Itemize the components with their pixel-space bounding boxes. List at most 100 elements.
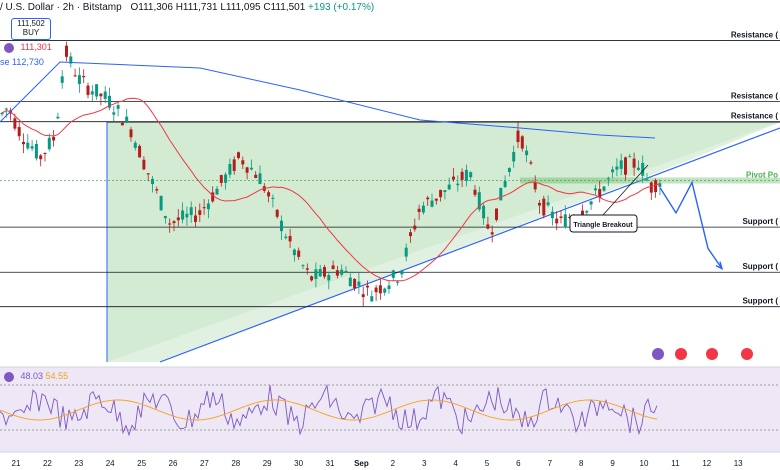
projection-path [659,180,723,270]
candle-body [34,143,38,159]
candle-body [353,278,357,289]
candle-body [387,285,391,290]
rsi-ma-line [0,399,658,421]
candle-body [224,174,228,183]
x-tick-label: 11 [671,459,680,468]
symbol-title: / U.S. Dollar · 2h · Bitstamp [0,2,122,13]
x-tick-label: 8 [579,459,584,468]
candle-body [168,223,172,225]
buy-price: 111,502 [17,19,45,28]
candle-body [47,137,51,150]
candle-body [151,178,154,184]
candle-body [198,210,202,215]
candle-body [176,217,180,221]
candle-body [404,247,408,257]
candle-body [366,285,369,288]
candle-body [469,172,473,178]
candle-body [90,91,94,95]
ascending-trendline [159,127,780,363]
indicator-row-ma1[interactable]: 111,301 [4,42,52,53]
candle-body [348,277,352,287]
candle-body [611,169,615,173]
x-tick-label: 23 [74,459,83,468]
candle-body [413,225,417,230]
triangle-zone [107,122,780,362]
level-label: Resistance ( [731,31,778,40]
level-label: Support ( [742,217,778,226]
us-flag-icon[interactable] [706,348,718,360]
candle-body [181,210,185,220]
candle-body [297,250,301,257]
candle-body [533,182,537,190]
candle-body [271,197,275,199]
candle-body [26,142,30,149]
candle-body [258,173,262,185]
candle-body [301,265,305,267]
candle-body [340,269,344,275]
candle-body [482,205,486,219]
rsi-value: 48.03 [20,371,44,381]
ma1-value: 111,301 [20,42,52,52]
candle-body [146,173,150,175]
candle-body [310,276,314,281]
x-tick-label: Sep [354,459,369,468]
candle-body [155,189,159,191]
x-tick-label: 30 [294,459,303,468]
candle-body [219,175,223,183]
indicator-row-ma2[interactable]: se 112,730 [0,57,44,67]
candle-body [490,232,494,235]
candle-body [206,203,210,210]
candle-body [280,220,283,232]
candle-body [13,118,17,129]
candle-body [477,192,481,210]
x-tick-label: 12 [702,459,711,468]
candle-body [129,129,133,138]
candle-body [202,207,206,209]
us-flag-icon[interactable] [741,348,753,360]
candle-body [172,221,176,224]
buy-button[interactable]: 111,502 BUY [11,18,51,40]
candle-body [473,189,477,195]
candle-body [430,200,434,207]
candle-body [69,56,73,64]
price-change: +193 (+0.17%) [308,2,375,13]
us-flag-icon[interactable] [675,348,687,360]
level-label: Support ( [742,262,778,271]
candle-body [546,202,550,206]
event-icon[interactable] [652,348,664,360]
ma-blue-line [0,61,656,139]
candle-body [460,171,464,180]
annotation-box [569,214,638,233]
candle-body [628,156,632,158]
candle-body [267,192,271,197]
candle-body [133,142,137,148]
candle-body [56,116,60,119]
candle-body [409,232,412,237]
x-tick-label: 9 [610,459,615,468]
candle-body [550,211,554,219]
candle-body [22,141,25,145]
x-tick-label: 5 [485,459,490,468]
candle-body [456,183,460,186]
candle-body [292,249,296,256]
candle-body [211,192,215,202]
candle-body [232,159,236,171]
candle-body [318,268,322,277]
candle-body [589,201,593,205]
candle-body [228,163,232,175]
candle-body [4,108,8,110]
candle-body [615,166,619,170]
ma2-value: se 112,730 [0,57,44,67]
candle-body [77,75,81,84]
candle-body [636,167,640,170]
x-tick-label: 4 [453,459,458,468]
x-tick-label: 2 [391,459,396,468]
candle-body [194,215,197,222]
candle-body [434,198,438,201]
ma-red-line [1,97,661,282]
candle-body [658,183,662,187]
candle-body [400,270,404,275]
ohlc-values: O111,306 H111,731 L111,095 C111,501 [130,2,306,13]
rsi-line [0,384,658,437]
